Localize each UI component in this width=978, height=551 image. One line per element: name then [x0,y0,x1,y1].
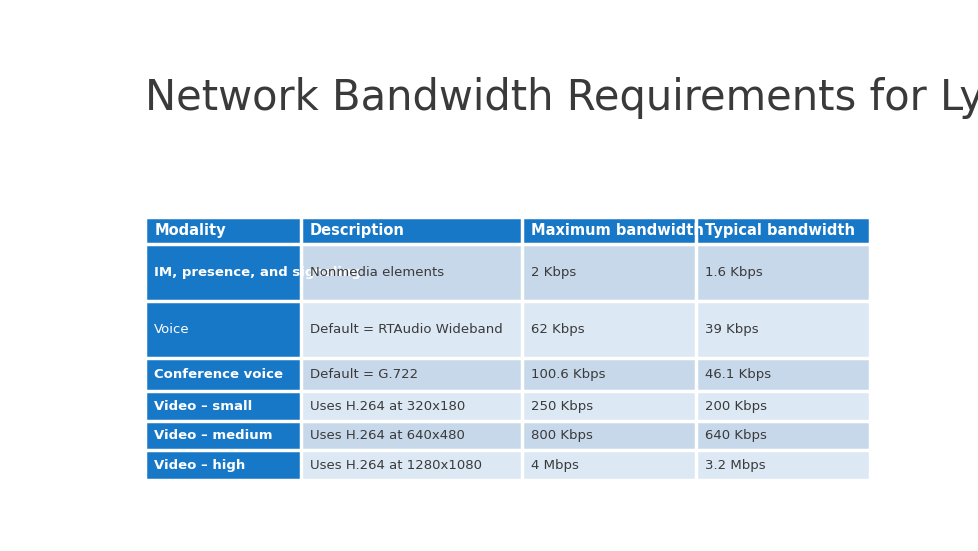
Bar [300,217,521,244]
Text: IM, presence, and signaling: IM, presence, and signaling [155,266,361,279]
Text: Video – small: Video – small [155,399,252,413]
Text: Nonmedia elements: Nonmedia elements [310,266,444,279]
Text: 250 Kbps: 250 Kbps [530,399,593,413]
Bar [300,421,521,450]
Text: Description: Description [310,223,405,238]
Bar [300,450,521,480]
Text: 3.2 Mbps: 3.2 Mbps [704,458,765,472]
Bar [145,358,300,392]
Text: 640 Kbps: 640 Kbps [704,429,766,442]
Text: Video – medium: Video – medium [155,429,273,442]
Bar [521,421,695,450]
Bar [695,358,868,392]
Text: Default = RTAudio Wideband: Default = RTAudio Wideband [310,323,503,336]
Text: Modality: Modality [155,223,226,238]
Bar [695,450,868,480]
Text: Video – high: Video – high [155,458,245,472]
Bar [145,301,300,358]
Bar [300,392,521,421]
Bar [521,301,695,358]
Bar [521,217,695,244]
Bar [300,244,521,301]
Bar [695,392,868,421]
Text: 39 Kbps: 39 Kbps [704,323,758,336]
Bar [521,358,695,392]
Bar [695,244,868,301]
Text: 4 Mbps: 4 Mbps [530,458,578,472]
Bar [521,392,695,421]
Text: Uses H.264 at 1280x1080: Uses H.264 at 1280x1080 [310,458,481,472]
Text: 800 Kbps: 800 Kbps [530,429,593,442]
Text: 200 Kbps: 200 Kbps [704,399,766,413]
Text: 100.6 Kbps: 100.6 Kbps [530,369,605,381]
Bar [300,301,521,358]
Text: 2 Kbps: 2 Kbps [530,266,576,279]
Bar [695,421,868,450]
Text: Network Bandwidth Requirements for Lync 2013: Network Bandwidth Requirements for Lync … [145,77,978,118]
Text: Typical bandwidth: Typical bandwidth [704,223,854,238]
Bar [300,358,521,392]
Text: Conference voice: Conference voice [155,369,283,381]
Text: 1.6 Kbps: 1.6 Kbps [704,266,762,279]
Bar [145,244,300,301]
Bar [521,450,695,480]
Text: Voice: Voice [155,323,190,336]
Bar [145,421,300,450]
Text: Uses H.264 at 320x180: Uses H.264 at 320x180 [310,399,465,413]
Text: 62 Kbps: 62 Kbps [530,323,584,336]
Bar [145,450,300,480]
Bar [695,301,868,358]
Text: Uses H.264 at 640x480: Uses H.264 at 640x480 [310,429,465,442]
Text: Maximum bandwidth: Maximum bandwidth [530,223,703,238]
Text: 46.1 Kbps: 46.1 Kbps [704,369,771,381]
Bar [521,244,695,301]
Bar [145,217,300,244]
Bar [695,217,868,244]
Bar [145,392,300,421]
Text: Default = G.722: Default = G.722 [310,369,418,381]
